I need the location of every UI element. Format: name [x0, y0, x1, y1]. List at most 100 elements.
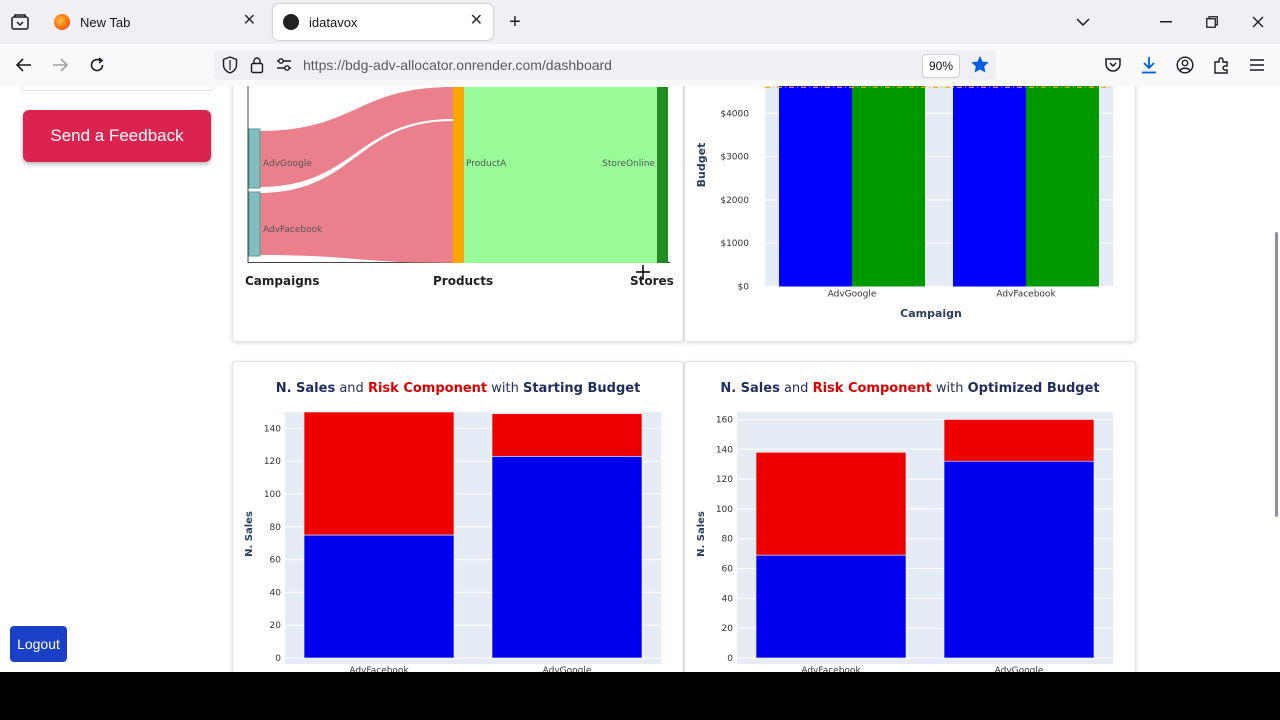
- y-tick-label: $3000: [720, 153, 749, 163]
- tab-strip: New Tab ✕ idatavox ✕ +: [0, 0, 1280, 44]
- close-tab-icon[interactable]: ✕: [242, 12, 256, 29]
- stacked-bar-segment: [943, 419, 1095, 462]
- sidebar-panel-edge: [22, 86, 212, 91]
- stacked-bar-segment: [303, 411, 455, 536]
- y-tick-label: 0: [727, 654, 733, 664]
- y-tick-label: 120: [264, 457, 281, 467]
- chart-title-part: N. Sales: [720, 381, 780, 396]
- pocket-icon[interactable]: [1101, 53, 1125, 77]
- y-tick-label: 80: [270, 523, 282, 533]
- zoom-level-badge[interactable]: 90%: [922, 54, 960, 78]
- minimize-icon[interactable]: [1154, 10, 1178, 34]
- x-tick-label: AdvGoogle: [543, 666, 592, 672]
- chart-title: N. Sales and Risk Component with Startin…: [276, 381, 641, 396]
- y-tick-label: 160: [716, 415, 733, 425]
- downloads-icon[interactable]: [1137, 53, 1161, 77]
- x-axis-title: Campaign: [900, 307, 962, 320]
- x-tick-label: AdvFacebook: [801, 666, 861, 672]
- chart-title-part: and: [780, 381, 813, 396]
- budget-bar: [1026, 86, 1099, 287]
- y-tick-label: 60: [270, 556, 282, 566]
- close-tab-icon[interactable]: ✕: [469, 12, 483, 29]
- chart-title-part: with: [932, 381, 968, 396]
- budget-bar-chart: $0 $1000 $2000 $3000 $4000 AdvGoogle AdvFacebo…: [695, 86, 1113, 320]
- sales-optimized-chart: N. Sales and Risk Component with Optimiz…: [696, 381, 1113, 672]
- y-tick-label: 100: [264, 490, 281, 500]
- chart-title-part: N. Sales: [276, 381, 336, 396]
- sankey-node-advgoogle: [248, 128, 261, 189]
- new-tab-plus-icon[interactable]: +: [509, 10, 521, 33]
- reload-icon[interactable]: [85, 53, 109, 77]
- lock-icon[interactable]: [250, 56, 264, 79]
- app-menu-hamburger-icon[interactable]: [1245, 53, 1269, 77]
- tab-new-tab[interactable]: New Tab ✕: [44, 4, 266, 40]
- sales-starting-chart: N. Sales and Risk Component with Startin…: [244, 381, 661, 672]
- stacked-bar-segment: [491, 455, 643, 659]
- window-close-icon[interactable]: [1246, 10, 1270, 34]
- y-tick-label: $0: [738, 283, 750, 293]
- chart-title-part: Optimized Budget: [968, 381, 1100, 396]
- send-feedback-button[interactable]: Send a Feedback: [23, 110, 211, 162]
- list-all-tabs-chevron-icon[interactable]: [1072, 11, 1094, 33]
- back-arrow-icon[interactable]: [12, 53, 36, 77]
- x-tick-label: AdvGoogle: [995, 666, 1044, 672]
- url-text[interactable]: https://bdg-adv-allocator.onrender.com/d…: [303, 57, 612, 73]
- budget-bar-card: $0 $1000 $2000 $3000 $4000 AdvGoogle AdvFacebo…: [684, 86, 1136, 342]
- logout-button[interactable]: Logout: [10, 626, 67, 662]
- sankey-card: AdvGoogle AdvFacebook ProductA StoreOnli…: [232, 86, 684, 342]
- chart-title-part: and: [335, 381, 368, 396]
- restore-icon[interactable]: [1200, 10, 1224, 34]
- y-tick-label: 0: [275, 654, 281, 664]
- sankey-link-facebook: [259, 121, 453, 263]
- idatavox-favicon-icon: [283, 14, 299, 30]
- sankey-diagram: AdvGoogle AdvFacebook ProductA StoreOnli…: [245, 86, 674, 288]
- y-axis-title: N. Sales: [244, 511, 255, 557]
- chart-title: N. Sales and Risk Component with Optimiz…: [720, 381, 1099, 396]
- page-scrollbar[interactable]: [1272, 86, 1280, 672]
- stacked-bar-segment: [303, 534, 455, 659]
- y-tick-label: $2000: [720, 196, 749, 206]
- y-axis-title: Budget: [695, 143, 708, 188]
- y-axis-title: N. Sales: [696, 511, 707, 557]
- firefox-view-icon[interactable]: [8, 10, 32, 34]
- sankey-label-producta: ProductA: [466, 159, 507, 169]
- chart-title-part: Risk Component: [813, 381, 932, 396]
- y-tick-label: 80: [722, 535, 734, 545]
- sankey-label-storeonline: StoreOnline: [602, 159, 655, 169]
- stacked-bar-segment: [755, 451, 907, 556]
- sankey-stage-products: Products: [433, 274, 493, 288]
- y-tick-label: 40: [270, 588, 282, 598]
- y-tick-label: 20: [722, 624, 734, 634]
- stacked-bar-segment: [491, 413, 643, 457]
- sankey-node-producta: [453, 87, 464, 263]
- account-icon[interactable]: [1173, 53, 1197, 77]
- y-tick-label: 140: [716, 445, 733, 455]
- tracking-protection-shield-icon[interactable]: [222, 56, 238, 79]
- sankey-label-advgoogle: AdvGoogle: [263, 159, 312, 169]
- sankey-node-advfacebook: [248, 191, 261, 257]
- budget-bar: [779, 86, 852, 287]
- sales-starting-card: N. Sales and Risk Component with Startin…: [232, 361, 684, 672]
- y-tick-label: 140: [264, 424, 281, 434]
- budget-bar: [953, 86, 1026, 287]
- x-tick-label: AdvFacebook: [996, 290, 1056, 300]
- sankey-flow-product-store: [464, 87, 657, 263]
- sankey-link-google: [259, 87, 453, 187]
- y-tick-label: 100: [716, 505, 733, 515]
- sales-optimized-card: N. Sales and Risk Component with Optimiz…: [684, 361, 1136, 672]
- min-budget-label: Min Budget: [1047, 86, 1106, 87]
- bookmark-star-icon[interactable]: [970, 55, 990, 79]
- budget-bar: [852, 86, 925, 287]
- forward-arrow-icon[interactable]: [48, 53, 72, 77]
- tab-idatavox[interactable]: idatavox ✕: [273, 4, 493, 40]
- y-tick-label: $1000: [720, 239, 749, 249]
- extensions-puzzle-icon[interactable]: [1209, 53, 1233, 77]
- y-tick-label: 40: [722, 594, 734, 604]
- address-bar[interactable]: https://bdg-adv-allocator.onrender.com/d…: [214, 50, 996, 80]
- scrollbar-thumb[interactable]: [1275, 232, 1278, 517]
- sankey-label-advfacebook: AdvFacebook: [263, 225, 323, 235]
- chart-title-part: Starting Budget: [523, 381, 640, 396]
- tab-title: idatavox: [309, 14, 358, 30]
- site-permissions-icon[interactable]: [276, 57, 292, 78]
- sankey-stage-stores: Stores: [630, 274, 674, 288]
